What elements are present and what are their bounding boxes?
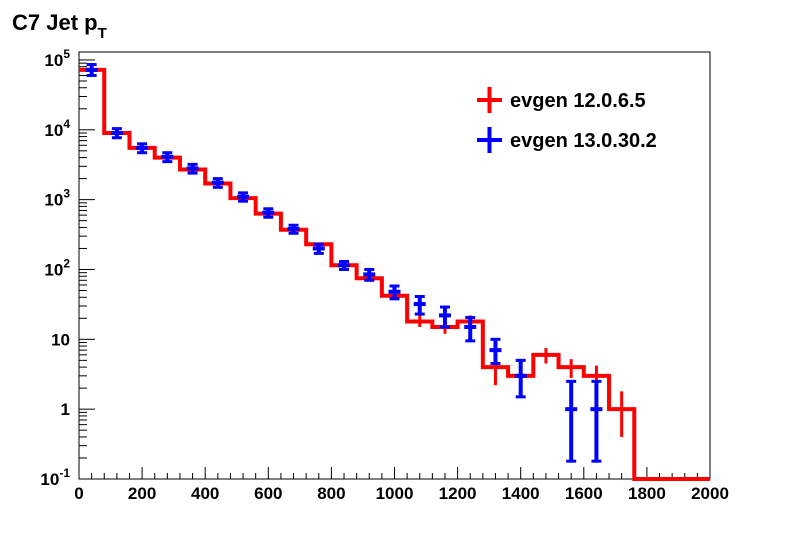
- chart-title-subscript: T: [98, 25, 107, 42]
- x-tick-label: 1200: [439, 484, 477, 503]
- series-layer: [79, 63, 710, 481]
- x-tick-label: 800: [317, 484, 345, 503]
- y-tick-label-exponent: 4: [63, 117, 70, 131]
- legend: evgen 12.0.6.5 evgen 13.0.30.2: [477, 87, 657, 153]
- series-red-histogram: [79, 67, 710, 481]
- y-tick-label: 104: [44, 117, 70, 140]
- x-tick-label: 1600: [565, 484, 603, 503]
- y-tick-label-exponent: 5: [63, 47, 70, 61]
- y-tick-label-base: 10: [44, 121, 63, 140]
- y-tick-label: 10-1: [40, 466, 70, 489]
- axes: 0 200 400 600 800 1000 1200 1400 1600 1800 200010-…: [40, 47, 729, 503]
- y-tick-label: 105: [44, 47, 70, 70]
- y-tick-label-base: 10: [44, 191, 63, 210]
- y-tick-label-exponent: 2: [63, 256, 70, 270]
- x-tick-label: 2000: [691, 484, 729, 503]
- y-tick-label-base: 10: [40, 470, 59, 489]
- y-tick-label-base: 10: [44, 51, 63, 70]
- y-tick-label-exponent: 3: [63, 187, 70, 201]
- x-tick-label: 1000: [376, 484, 414, 503]
- x-tick-label: 600: [254, 484, 282, 503]
- x-tick-label: 200: [128, 484, 156, 503]
- x-tick-label: 1800: [628, 484, 666, 503]
- y-tick-label-exponent: -1: [59, 466, 70, 480]
- x-tick-label: 400: [191, 484, 219, 503]
- y-tick-label: 102: [44, 256, 70, 279]
- chart-title: C7 Jet pT: [12, 10, 107, 42]
- legend-label: evgen 13.0.30.2: [510, 130, 657, 152]
- legend-label: evgen 12.0.6.5: [510, 90, 646, 112]
- x-tick-label: 1400: [502, 484, 540, 503]
- y-tick-label: 1: [61, 400, 70, 419]
- y-tick-label: 10: [51, 330, 70, 349]
- x-tick-label: 0: [74, 484, 83, 503]
- y-tick-label-base: 10: [44, 260, 63, 279]
- y-tick-label: 103: [44, 187, 70, 210]
